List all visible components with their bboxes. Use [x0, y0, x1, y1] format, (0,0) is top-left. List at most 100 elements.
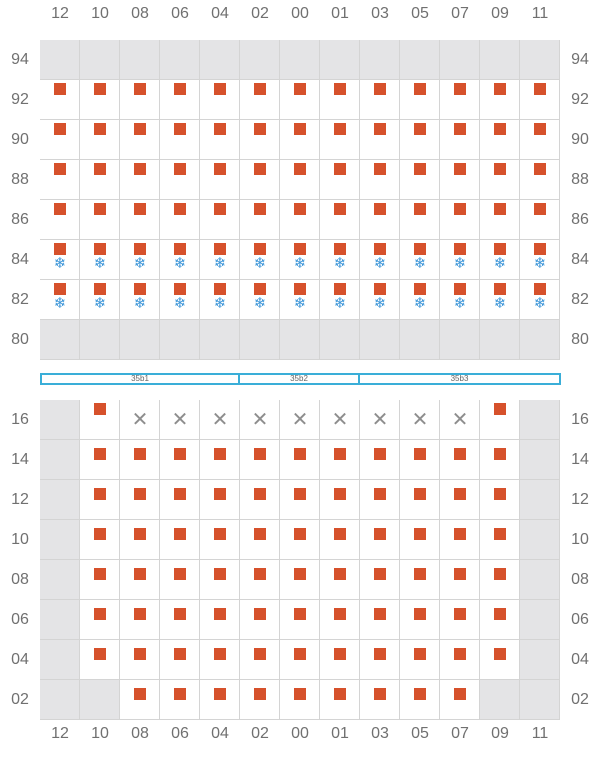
slot[interactable] — [440, 560, 480, 600]
slot[interactable] — [240, 640, 280, 680]
slot[interactable] — [200, 560, 240, 600]
slot[interactable]: ❄ — [360, 280, 400, 320]
unavailable-slot[interactable] — [40, 560, 80, 600]
slot[interactable] — [440, 440, 480, 480]
slot[interactable] — [200, 440, 240, 480]
slot[interactable] — [160, 160, 200, 200]
unavailable-slot[interactable] — [520, 640, 560, 680]
unavailable-slot[interactable] — [360, 320, 400, 360]
unavailable-slot[interactable] — [40, 640, 80, 680]
slot[interactable] — [80, 480, 120, 520]
slot[interactable] — [360, 680, 400, 720]
slot[interactable]: ❄ — [40, 240, 80, 280]
slot[interactable]: ❄ — [480, 280, 520, 320]
slot[interactable] — [440, 160, 480, 200]
slot[interactable] — [40, 200, 80, 240]
slot[interactable] — [80, 160, 120, 200]
slot[interactable] — [80, 120, 120, 160]
slot[interactable] — [200, 120, 240, 160]
slot[interactable] — [240, 80, 280, 120]
zone-35b3[interactable]: 35b3 — [360, 373, 561, 385]
slot[interactable] — [480, 120, 520, 160]
unavailable-slot[interactable] — [40, 400, 80, 440]
slot[interactable] — [280, 600, 320, 640]
slot[interactable] — [40, 160, 80, 200]
slot[interactable]: ❄ — [400, 280, 440, 320]
slot[interactable]: ❄ — [520, 240, 560, 280]
slot[interactable] — [480, 560, 520, 600]
unavailable-slot[interactable] — [320, 40, 360, 80]
slot[interactable] — [400, 480, 440, 520]
slot[interactable] — [280, 520, 320, 560]
slot[interactable] — [200, 480, 240, 520]
slot[interactable]: ❄ — [400, 240, 440, 280]
slot[interactable] — [400, 520, 440, 560]
slot[interactable] — [120, 120, 160, 160]
slot[interactable] — [280, 440, 320, 480]
slot[interactable]: ✕ — [280, 400, 320, 440]
slot[interactable] — [320, 600, 360, 640]
slot[interactable] — [520, 160, 560, 200]
slot[interactable] — [280, 640, 320, 680]
slot[interactable] — [520, 200, 560, 240]
slot[interactable] — [320, 120, 360, 160]
slot[interactable]: ✕ — [440, 400, 480, 440]
slot[interactable] — [400, 440, 440, 480]
slot[interactable]: ❄ — [40, 280, 80, 320]
slot[interactable] — [160, 480, 200, 520]
slot[interactable] — [120, 680, 160, 720]
slot[interactable] — [440, 480, 480, 520]
slot[interactable]: ❄ — [160, 240, 200, 280]
slot[interactable]: ✕ — [240, 400, 280, 440]
unavailable-slot[interactable] — [520, 440, 560, 480]
slot[interactable] — [80, 640, 120, 680]
slot[interactable] — [200, 640, 240, 680]
slot[interactable] — [200, 680, 240, 720]
slot[interactable]: ❄ — [200, 280, 240, 320]
slot[interactable] — [120, 480, 160, 520]
slot[interactable] — [360, 200, 400, 240]
slot[interactable] — [240, 160, 280, 200]
slot[interactable] — [240, 520, 280, 560]
slot[interactable]: ❄ — [80, 280, 120, 320]
slot[interactable] — [240, 600, 280, 640]
slot[interactable] — [160, 600, 200, 640]
slot[interactable] — [80, 200, 120, 240]
slot[interactable] — [80, 520, 120, 560]
unavailable-slot[interactable] — [400, 320, 440, 360]
slot[interactable] — [320, 200, 360, 240]
slot[interactable] — [40, 120, 80, 160]
unavailable-slot[interactable] — [240, 320, 280, 360]
slot[interactable] — [200, 160, 240, 200]
slot[interactable] — [400, 200, 440, 240]
slot[interactable]: ❄ — [320, 240, 360, 280]
slot[interactable] — [120, 520, 160, 560]
slot[interactable]: ❄ — [120, 280, 160, 320]
slot[interactable] — [200, 200, 240, 240]
slot[interactable] — [440, 600, 480, 640]
slot[interactable] — [480, 200, 520, 240]
slot[interactable] — [360, 600, 400, 640]
unavailable-slot[interactable] — [40, 480, 80, 520]
slot[interactable] — [480, 440, 520, 480]
slot[interactable] — [200, 80, 240, 120]
slot[interactable] — [160, 200, 200, 240]
slot[interactable]: ✕ — [360, 400, 400, 440]
slot[interactable] — [440, 80, 480, 120]
slot[interactable] — [320, 640, 360, 680]
slot[interactable]: ✕ — [400, 400, 440, 440]
unavailable-slot[interactable] — [200, 320, 240, 360]
slot[interactable] — [80, 400, 120, 440]
unavailable-slot[interactable] — [40, 320, 80, 360]
slot[interactable] — [280, 480, 320, 520]
slot[interactable] — [320, 480, 360, 520]
unavailable-slot[interactable] — [320, 320, 360, 360]
slot[interactable]: ❄ — [480, 240, 520, 280]
slot[interactable] — [520, 120, 560, 160]
slot[interactable] — [360, 80, 400, 120]
slot[interactable]: ❄ — [360, 240, 400, 280]
slot[interactable] — [400, 640, 440, 680]
slot[interactable]: ❄ — [520, 280, 560, 320]
zone-35b1[interactable]: 35b1 — [40, 373, 240, 385]
unavailable-slot[interactable] — [440, 320, 480, 360]
